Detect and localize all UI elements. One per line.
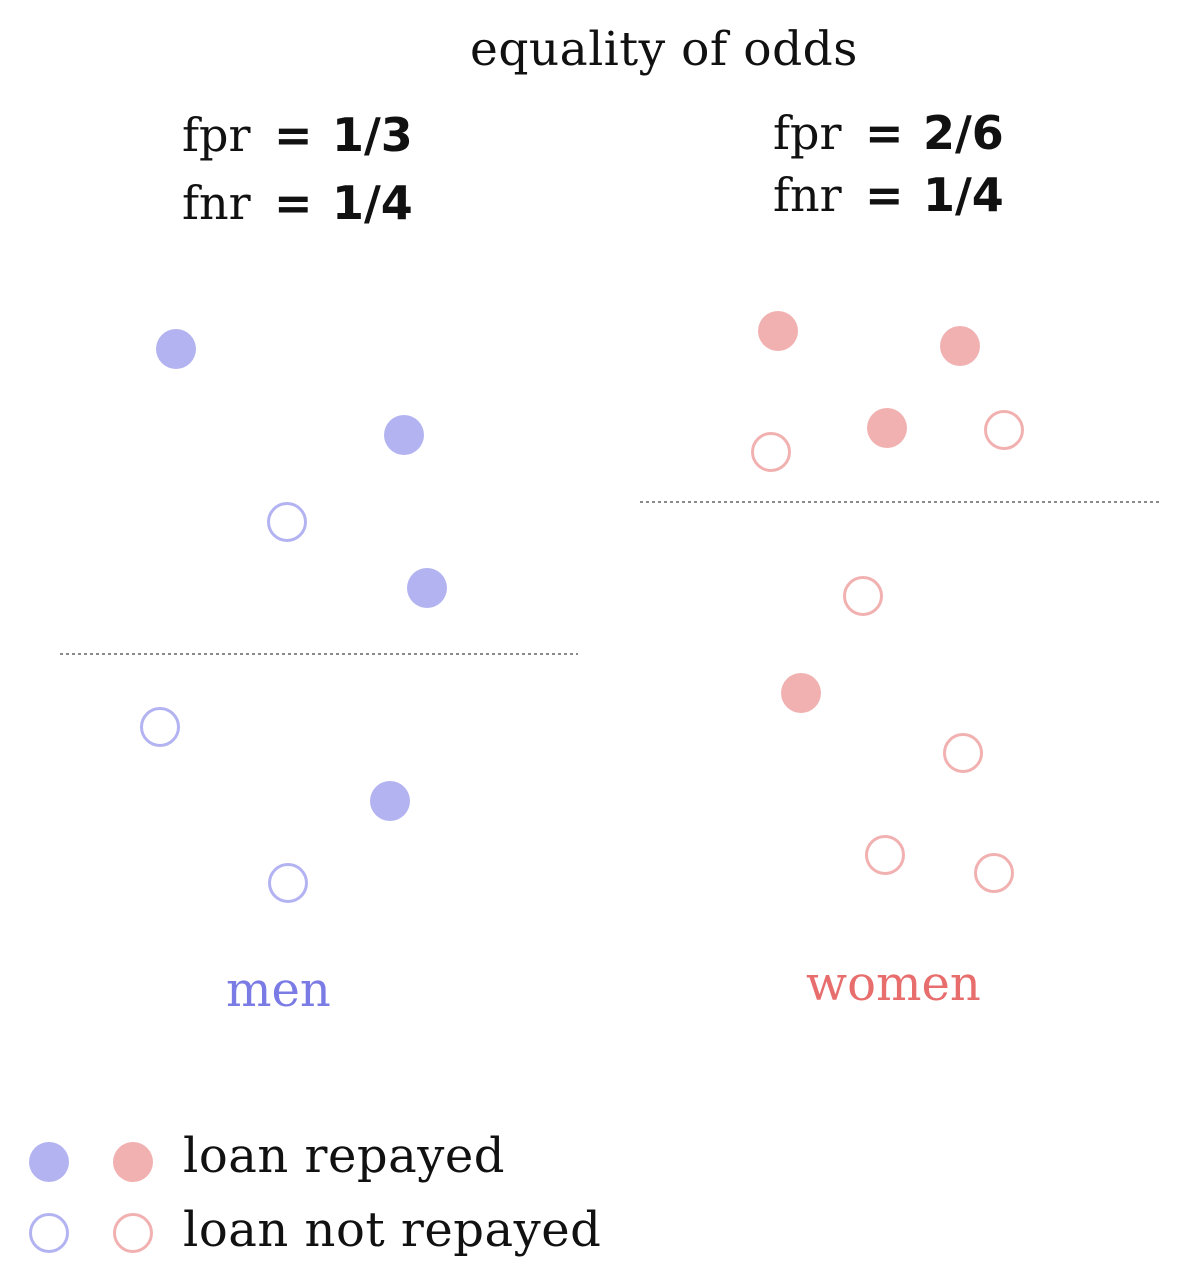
repaid-point bbox=[781, 673, 821, 713]
not-repaid-point bbox=[984, 410, 1024, 450]
legend-repaid-label: loan repayed bbox=[183, 1128, 505, 1184]
women-fpr-value: 2/6 bbox=[923, 106, 1004, 160]
men-points bbox=[140, 329, 447, 903]
legend-men-repaid-marker bbox=[29, 1142, 69, 1182]
women-label: women bbox=[806, 956, 981, 1012]
not-repaid-point bbox=[267, 502, 307, 542]
not-repaid-point bbox=[751, 432, 791, 472]
not-repaid-point bbox=[943, 733, 983, 773]
legend-markers bbox=[29, 1142, 153, 1253]
women-fnr-value: 1/4 bbox=[923, 168, 1004, 222]
repaid-point bbox=[867, 408, 907, 448]
men-fnr-equals: = bbox=[274, 176, 313, 230]
not-repaid-point bbox=[140, 707, 180, 747]
repaid-point bbox=[384, 415, 424, 455]
legend-women-repaid-marker bbox=[113, 1142, 153, 1182]
men-fpr-key: fpr bbox=[182, 108, 251, 162]
women-fnr-equals: = bbox=[865, 168, 904, 222]
women-fpr-equals: = bbox=[865, 106, 904, 160]
men-label: men bbox=[226, 962, 331, 1018]
legend-women-not-repaid-marker bbox=[113, 1213, 153, 1253]
women-points bbox=[751, 311, 1024, 893]
men-fpr-value: 1/3 bbox=[332, 108, 413, 162]
repaid-point bbox=[156, 329, 196, 369]
repaid-point bbox=[370, 781, 410, 821]
not-repaid-point bbox=[974, 853, 1014, 893]
men-fpr-equals: = bbox=[274, 108, 313, 162]
men-fnr-value: 1/4 bbox=[332, 176, 413, 230]
legend-men-not-repaid-marker bbox=[29, 1213, 69, 1253]
legend-not-repaid-label: loan not repayed bbox=[183, 1202, 602, 1258]
not-repaid-point bbox=[268, 863, 308, 903]
not-repaid-point bbox=[865, 835, 905, 875]
women-fpr-key: fpr bbox=[773, 106, 842, 160]
not-repaid-point bbox=[843, 576, 883, 616]
women-fnr-key: fnr bbox=[773, 168, 842, 222]
repaid-point bbox=[407, 568, 447, 608]
repaid-point bbox=[940, 326, 980, 366]
men-fnr-key: fnr bbox=[182, 176, 251, 230]
diagram-title: equality of odds bbox=[470, 22, 858, 77]
repaid-point bbox=[758, 311, 798, 351]
